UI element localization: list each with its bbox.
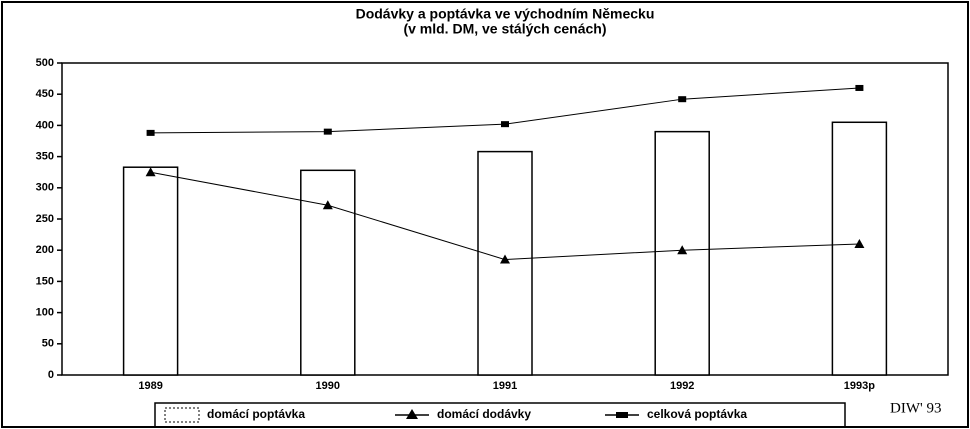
marker [323, 128, 332, 135]
marker [145, 167, 156, 177]
annotation: DIW' 93 [890, 400, 941, 416]
y-tick-label: 0 [48, 369, 54, 381]
marker [855, 84, 864, 91]
y-tick-label: 350 [36, 151, 54, 163]
y-tick-label: 250 [36, 213, 54, 225]
x-tick-label: 1989 [138, 380, 162, 392]
chart-subtitle: (v mld. DM, ve stálých cenách) [403, 21, 606, 37]
marker [677, 245, 688, 255]
y-tick-label: 100 [36, 307, 54, 319]
legend-box [154, 402, 846, 428]
y-tick-label: 300 [36, 182, 54, 194]
legend-marker [616, 412, 628, 418]
legend-marker [406, 409, 418, 419]
x-tick-label: 1991 [493, 380, 517, 392]
legend-label: domácí poptávka [207, 407, 305, 421]
marker [501, 121, 509, 128]
x-tick-label: 1993p [844, 380, 875, 392]
y-tick-label: 150 [36, 275, 54, 287]
legend-swatch [164, 407, 200, 423]
marker [500, 254, 510, 264]
y-tick-label: 200 [36, 244, 54, 256]
bar [831, 121, 888, 376]
legend-label: celková poptávka [647, 407, 747, 421]
y-tick-label: 50 [42, 338, 54, 350]
marker [322, 200, 333, 210]
marker [678, 96, 687, 103]
marker [146, 129, 155, 136]
x-tick-label: 1992 [670, 380, 694, 392]
bar [122, 166, 179, 376]
legend-label: domácí dodávky [437, 407, 531, 421]
x-tick-label: 1990 [316, 380, 340, 392]
y-tick-label: 500 [36, 57, 54, 69]
chart-title: Dodávky a poptávka ve východním Německu [356, 6, 655, 22]
y-tick-label: 400 [36, 119, 54, 131]
marker [854, 238, 865, 248]
y-tick-label: 450 [36, 88, 54, 100]
